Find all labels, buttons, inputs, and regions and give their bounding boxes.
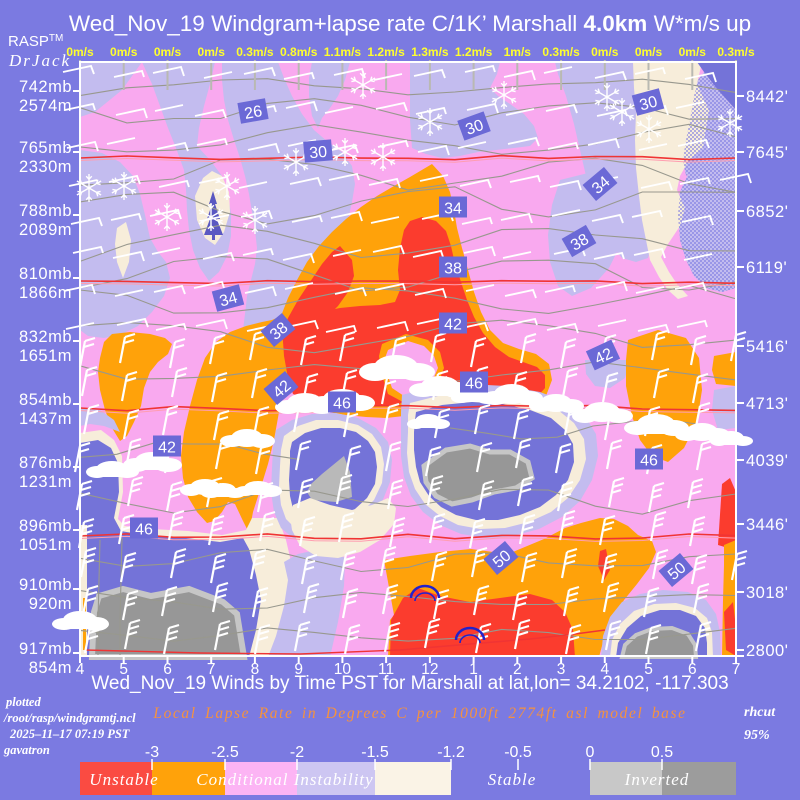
svg-text:Conditional Instability: Conditional Instability: [196, 770, 373, 789]
svg-text:6: 6: [163, 661, 172, 678]
svg-text:30: 30: [638, 93, 660, 114]
svg-text:7: 7: [207, 661, 216, 678]
svg-text:4: 4: [600, 661, 609, 678]
svg-text:0m/s: 0m/s: [110, 45, 138, 59]
svg-text:0: 0: [586, 744, 595, 761]
svg-text:742mb: 742mb: [19, 78, 72, 96]
svg-text:2800': 2800': [746, 642, 788, 660]
svg-text:95%: 95%: [744, 728, 770, 743]
svg-text:1.3m/s: 1.3m/s: [411, 45, 449, 59]
svg-text:2025–11–17 07:19 PST: 2025–11–17 07:19 PST: [9, 727, 131, 741]
svg-text:1651m: 1651m: [19, 347, 72, 365]
svg-text:2089m: 2089m: [19, 221, 72, 239]
svg-text:6: 6: [688, 661, 697, 678]
svg-text:1051m: 1051m: [19, 536, 72, 554]
svg-text:3: 3: [557, 661, 566, 678]
svg-text:0m/s: 0m/s: [591, 45, 619, 59]
svg-text:46: 46: [135, 522, 153, 539]
svg-text:910mb: 910mb: [19, 576, 72, 594]
svg-text:896mb: 896mb: [19, 517, 72, 535]
svg-text:46: 46: [640, 453, 658, 470]
svg-text:30: 30: [463, 117, 486, 139]
svg-text:6852': 6852': [746, 203, 788, 221]
svg-text:3446': 3446': [746, 516, 788, 534]
svg-text:38: 38: [444, 261, 462, 278]
svg-text:832mb: 832mb: [19, 328, 72, 346]
svg-text:876mb: 876mb: [19, 454, 72, 472]
svg-text:1: 1: [469, 661, 478, 678]
svg-text:0m/s: 0m/s: [154, 45, 182, 59]
svg-text:4: 4: [76, 661, 85, 678]
svg-text:34: 34: [444, 201, 462, 218]
svg-text:765mb: 765mb: [19, 139, 72, 157]
svg-text:0.8m/s: 0.8m/s: [280, 45, 318, 59]
svg-text:0.3m/s: 0.3m/s: [717, 45, 755, 59]
svg-text:1m/s: 1m/s: [504, 45, 532, 59]
svg-text:854mb: 854mb: [19, 391, 72, 409]
svg-text:7: 7: [732, 661, 741, 678]
svg-text:1437m: 1437m: [19, 410, 72, 428]
svg-text:0.3m/s: 0.3m/s: [542, 45, 580, 59]
svg-text:-3: -3: [145, 744, 159, 761]
svg-text:42: 42: [592, 345, 615, 368]
svg-text:-1.5: -1.5: [361, 744, 389, 761]
svg-text:0m/s: 0m/s: [635, 45, 663, 59]
svg-text:38: 38: [568, 231, 592, 255]
svg-text:1866m: 1866m: [19, 284, 72, 302]
svg-text:gavatron: gavatron: [3, 743, 50, 757]
svg-text:DrJack: DrJack: [8, 51, 71, 70]
svg-text:7645': 7645': [746, 144, 788, 162]
svg-text:917mb: 917mb: [19, 640, 72, 658]
svg-text:920m: 920m: [29, 595, 72, 613]
svg-text:0m/s: 0m/s: [198, 45, 226, 59]
svg-text:-2: -2: [290, 744, 304, 761]
svg-text:/root/rasp/windgramtj.ncl: /root/rasp/windgramtj.ncl: [3, 711, 136, 725]
svg-text:1231m: 1231m: [19, 473, 72, 491]
svg-text:9: 9: [294, 661, 303, 678]
svg-text:Wed_Nov_19 Winds by Time PST f: Wed_Nov_19 Winds by Time PST for Marshal…: [91, 673, 728, 694]
svg-text:42: 42: [158, 440, 176, 457]
svg-text:5416': 5416': [746, 338, 788, 356]
svg-text:-0.5: -0.5: [504, 744, 532, 761]
svg-text:2574m: 2574m: [19, 97, 72, 115]
svg-text:2: 2: [513, 661, 522, 678]
svg-text:8: 8: [251, 661, 260, 678]
svg-text:1.2m/s: 1.2m/s: [367, 45, 405, 59]
svg-text:4039': 4039': [746, 452, 788, 470]
svg-text:1.2m/s: 1.2m/s: [455, 45, 493, 59]
svg-text:854m: 854m: [29, 659, 72, 677]
svg-text:12: 12: [421, 661, 438, 678]
svg-text:26: 26: [243, 103, 264, 123]
svg-text:810mb: 810mb: [19, 265, 72, 283]
svg-text:-1.2: -1.2: [437, 744, 465, 761]
svg-text:Stable: Stable: [488, 770, 537, 789]
svg-text:rhcut: rhcut: [744, 705, 776, 720]
svg-text:5: 5: [644, 661, 653, 678]
svg-text:42: 42: [444, 317, 462, 334]
svg-text:8442': 8442': [746, 88, 788, 106]
svg-text:0.3m/s: 0.3m/s: [236, 45, 274, 59]
svg-text:1.1m/s: 1.1m/s: [324, 45, 362, 59]
svg-text:Wed_Nov_19 Windgram+lapse rate: Wed_Nov_19 Windgram+lapse rate C/1K’ Mar…: [69, 11, 751, 36]
svg-text:10: 10: [334, 661, 352, 678]
svg-text:0m/s: 0m/s: [66, 45, 94, 59]
svg-text:788mb: 788mb: [19, 202, 72, 220]
svg-text:-2.5: -2.5: [211, 744, 239, 761]
svg-text:46: 46: [333, 396, 351, 413]
svg-text:Inverted: Inverted: [624, 770, 690, 789]
svg-text:34: 34: [218, 289, 240, 310]
svg-text:30: 30: [309, 144, 328, 162]
svg-text:0m/s: 0m/s: [679, 45, 707, 59]
svg-text:11: 11: [378, 661, 394, 678]
svg-text:4713': 4713': [746, 395, 788, 413]
svg-text:6119': 6119': [746, 259, 787, 277]
svg-text:0.5: 0.5: [651, 744, 673, 761]
svg-text:Local Lapse Rate in Degrees C: Local Lapse Rate in Degrees C per 1000ft…: [152, 705, 686, 722]
svg-text:46: 46: [465, 376, 483, 393]
svg-text:Unstable: Unstable: [89, 770, 158, 789]
svg-text:3018': 3018': [746, 584, 788, 602]
svg-text:plotted: plotted: [5, 695, 41, 709]
svg-text:2330m: 2330m: [19, 158, 72, 176]
svg-text:5: 5: [119, 661, 128, 678]
